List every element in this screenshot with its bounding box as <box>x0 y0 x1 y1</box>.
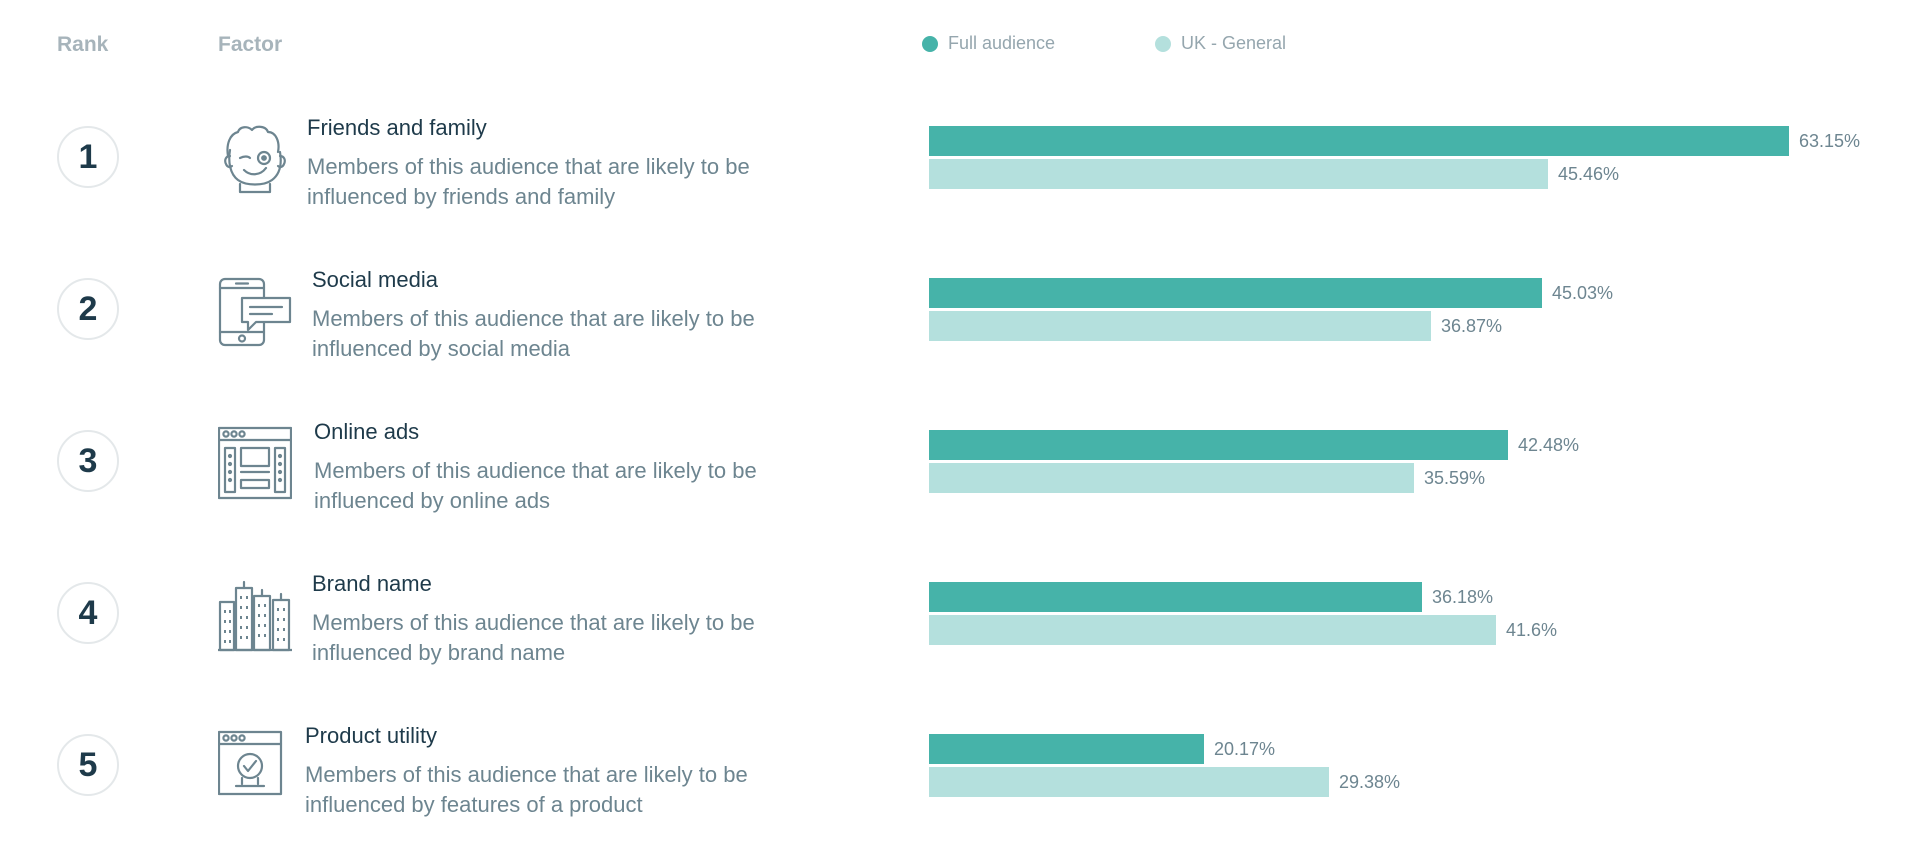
factor-title: Friends and family <box>307 115 487 140</box>
bar-value-label-full-audience: 63.15% <box>1799 131 1861 151</box>
legend-label-uk-general: UK - General <box>1181 33 1287 53</box>
factor-text: Social media Members of this audience th… <box>312 266 832 364</box>
factor-text: Product utility Members of this audience… <box>305 722 825 820</box>
legend-item-uk-general: UK - General <box>1155 33 1286 54</box>
bar-value-label-uk-general: 45.46% <box>1558 164 1620 184</box>
bar-value-label-full-audience: 42.48% <box>1518 435 1580 455</box>
rank-badge: 4 <box>57 582 119 644</box>
bar-full-audience <box>929 126 1789 156</box>
smartphone-chat-icon <box>218 274 292 348</box>
bar-uk-general <box>929 311 1431 341</box>
factor-row: 1 Friends and family Members of this aud… <box>0 100 1906 250</box>
factor-title: Brand name <box>312 571 432 596</box>
bar-group: 20.17% 29.38% <box>0 708 1906 858</box>
bar-value-label-uk-general: 36.87% <box>1441 316 1503 336</box>
factor-title: Online ads <box>314 419 420 444</box>
bar-group: 42.48% 35.59% <box>0 404 1906 554</box>
bar-value-label-full-audience: 20.17% <box>1214 739 1276 759</box>
bar-value-label-full-audience: 45.03% <box>1552 283 1614 303</box>
bar-uk-general <box>929 159 1548 189</box>
factor-text: Brand name Members of this audience that… <box>312 570 832 668</box>
bar-value-label-full-audience: 36.18% <box>1432 587 1494 607</box>
rank-badge: 5 <box>57 734 119 796</box>
winking-face-icon <box>218 122 292 196</box>
factor-row: 4 <box>0 556 1906 706</box>
bar-uk-general <box>929 463 1414 493</box>
bar-value-label-uk-general: 35.59% <box>1424 468 1486 488</box>
factor-row: 5 Product utility Members of this audien… <box>0 708 1906 858</box>
bar-group: 45.03% 36.87% <box>0 252 1906 402</box>
bar-full-audience <box>929 278 1542 308</box>
factor-text: Online ads Members of this audience that… <box>314 418 834 516</box>
bar-uk-general <box>929 615 1496 645</box>
factor-title: Product utility <box>305 723 438 748</box>
legend-item-full-audience: Full audience <box>922 33 1055 54</box>
bar-value-label-uk-general: 29.38% <box>1339 772 1401 792</box>
factor-row: 3 Online ads Members of this audience th… <box>0 404 1906 554</box>
factor-row: 2 Social media Members of this audience … <box>0 252 1906 402</box>
legend-swatch-uk-general <box>1155 35 1171 52</box>
rank-header: Rank <box>57 33 109 56</box>
bar-full-audience <box>929 430 1508 460</box>
factor-description: Members of this audience that are likely… <box>305 762 748 817</box>
city-buildings-icon <box>216 578 294 652</box>
browser-checkmark-icon <box>217 730 292 804</box>
factor-description: Members of this audience that are likely… <box>312 610 755 665</box>
legend-swatch-full-audience <box>922 35 938 52</box>
factor-text: Friends and family Members of this audie… <box>307 114 827 212</box>
rank-badge: 1 <box>57 126 119 188</box>
factor-description: Members of this audience that are likely… <box>307 154 750 209</box>
factor-description: Members of this audience that are likely… <box>314 458 757 513</box>
bar-group: 36.18% 41.6% <box>0 556 1906 706</box>
legend-label-full-audience: Full audience <box>948 33 1056 53</box>
browser-ad-icon <box>217 426 293 500</box>
rank-badge: 2 <box>57 278 119 340</box>
bar-uk-general <box>929 767 1329 797</box>
bar-full-audience <box>929 582 1422 612</box>
factor-title: Social media <box>312 267 438 292</box>
rank-badge: 3 <box>57 430 119 492</box>
factor-description: Members of this audience that are likely… <box>312 306 755 361</box>
bar-full-audience <box>929 734 1204 764</box>
factor-header: Factor <box>218 33 283 56</box>
bar-group: 63.15% 45.46% <box>0 100 1906 250</box>
bar-value-label-uk-general: 41.6% <box>1506 620 1558 640</box>
